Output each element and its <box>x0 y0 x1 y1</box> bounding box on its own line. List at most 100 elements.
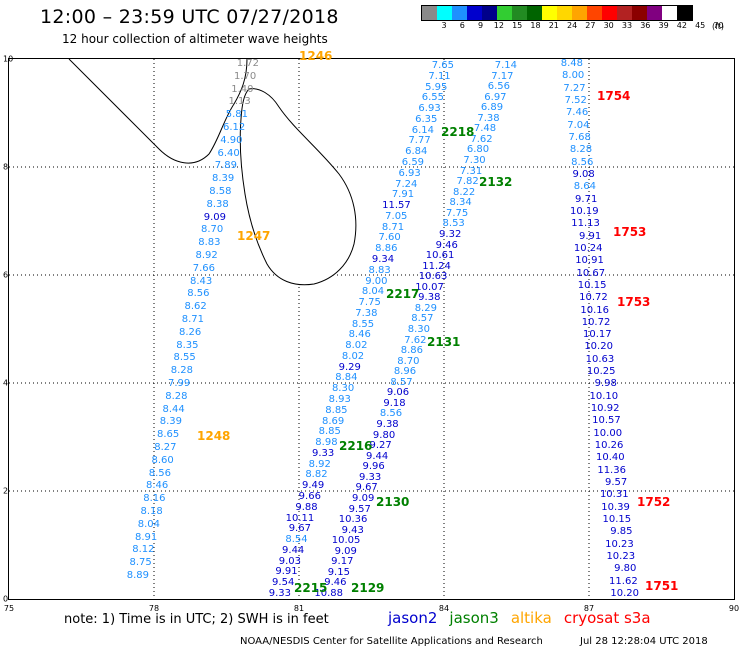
jason3-swh-value: 8.86 <box>375 243 398 255</box>
jason3-swh-value: 8.02 <box>345 340 368 352</box>
jason3-swh-value: 7.75 <box>446 207 469 219</box>
jason3-swh-value: 9.33 <box>268 588 291 599</box>
colorbar-swatch <box>587 6 602 20</box>
altika-swh-value: 8.56 <box>187 288 210 300</box>
cryosat-swh-value: 11.36 <box>597 464 626 476</box>
colorbar-tick-label: 18 <box>530 21 541 30</box>
altika-swh-value: 8.04 <box>137 518 160 530</box>
colorbar-tick-label: 36 <box>640 21 651 30</box>
sri-lanka-coastline <box>239 88 357 286</box>
jason3-swh-value: 9.03 <box>278 555 301 567</box>
altika-swh-value: 9.09 <box>203 211 226 223</box>
legend-item: altika <box>510 609 552 627</box>
colorbar-swatch <box>527 6 542 20</box>
cryosat-swh-value: 7.68 <box>568 131 591 143</box>
altika-swh-value: 8.18 <box>140 506 163 517</box>
altika-swh-value: 7.99 <box>167 378 191 389</box>
altika-swh-value: 8.39 <box>159 416 182 428</box>
cryosat-swh-value: 10.15 <box>577 279 607 291</box>
altika-swh-value: 8.35 <box>176 339 199 351</box>
x-tick-label: 78 <box>148 604 160 613</box>
y-tick-label: 10 <box>3 54 14 64</box>
jason3-swh-value: 6.93 <box>398 167 421 179</box>
y-tick-label: 2 <box>3 486 9 496</box>
cryosat-swh-value: 7.04 <box>567 119 590 131</box>
jason3-swh-value: 11.57 <box>382 200 411 212</box>
cryosat-swh-value: 9.91 <box>578 230 602 242</box>
cryosat-swh-value: 10.57 <box>592 415 621 427</box>
colorbar-swatch <box>467 6 482 20</box>
colorbar-swatch <box>512 6 527 20</box>
jason3-swh-value: 8.34 <box>449 197 472 209</box>
legend-item: jason2 <box>388 609 438 627</box>
cryosat-swh-value: 8.56 <box>571 156 594 168</box>
cryosat-swh-value: 10.92 <box>590 403 620 415</box>
jason3-swh-value: 8.96 <box>393 366 417 378</box>
jason3-swh-value: 6.89 <box>480 102 504 114</box>
jason3-swh-value: 7.38 <box>477 112 500 124</box>
jason3-swh-value: 10.63 <box>418 271 448 283</box>
altika-swh-value: 1.13 <box>228 96 251 108</box>
cryosat-swh-value: 7.27 <box>563 82 586 94</box>
x-tick-label: 87 <box>583 604 595 613</box>
altika-swh-value: 8.43 <box>189 275 213 287</box>
altika-swh-value: 8.70 <box>200 224 224 236</box>
jason3-swh-value: 8.86 <box>400 345 424 357</box>
jason3-swh-value: 9.44 <box>365 450 389 462</box>
altika-swh-value: 8.89 <box>126 570 149 581</box>
jason3-swh-value: 8.22 <box>452 186 476 198</box>
colorbar-tick-label: 24 <box>567 21 578 30</box>
altika-swh-value: 8.65 <box>156 429 180 441</box>
jason3-swh-value: 9.38 <box>376 419 399 431</box>
jason3-swh-value: 9.49 <box>301 480 325 492</box>
jason3-swh-value: 9.33 <box>359 471 382 483</box>
jason3-swh-value: 8.30 <box>331 383 355 395</box>
jason3-swh-value: 6.84 <box>405 146 428 158</box>
jason3-swh-value: 7.38 <box>355 307 378 319</box>
colorbar-swatch <box>677 6 692 20</box>
y-tick-label: 0 <box>3 594 9 604</box>
map-title: 12:00 – 23:59 UTC 07/27/2018 <box>40 6 339 28</box>
jason3-swh-value: 8.54 <box>285 534 308 546</box>
cryosat-swh-value: 10.00 <box>593 427 623 439</box>
jason3-swh-value: 9.44 <box>282 544 305 556</box>
jason3-swh-value: 11.24 <box>422 260 451 272</box>
cryosat-swh-value: 10.67 <box>576 267 606 279</box>
jason3-swh-value: 7.30 <box>463 155 486 167</box>
jason3-swh-value: 7.31 <box>459 165 483 177</box>
altika-swh-value: 8.62 <box>184 301 207 313</box>
jason3-swh-value: 6.14 <box>411 124 435 136</box>
jason3-swh-value: 8.04 <box>361 286 385 298</box>
colorbar-tick-label: 21 <box>548 21 559 30</box>
jason3-swh-value: 9.00 <box>365 275 388 287</box>
colorbar-swatch <box>602 6 617 20</box>
cryosat-swh-value: 10.40 <box>596 452 625 464</box>
cryosat-swh-value: 8.64 <box>573 181 597 193</box>
jason3-swh-value: 9.46 <box>435 239 458 251</box>
legend-item: cryosat s3a <box>563 609 651 627</box>
jason3-swh-value: 7.65 <box>431 60 454 71</box>
satellite-legend: jason2 jason3 altika cryosat s3a <box>388 609 663 627</box>
jason3-pass-time: 2130 <box>376 495 410 509</box>
altika-swh-value: 5.81 <box>225 109 248 121</box>
jason3-swh-value: 9.38 <box>418 292 441 304</box>
jason3-swh-value: 9.67 <box>355 482 378 494</box>
altika-swh-value: 8.46 <box>145 480 169 492</box>
jason3-swh-value: 6.56 <box>487 81 511 93</box>
jason3-swh-value: 8.84 <box>335 372 358 384</box>
cryosat-swh-value: 8.48 <box>560 58 583 69</box>
colorbar-tick-label: 42 <box>676 21 687 30</box>
jason3-swh-value: 8.53 <box>442 218 465 230</box>
cryosat-swh-value: 10.63 <box>585 353 615 365</box>
cryosat-swh-value: 10.10 <box>589 390 619 402</box>
jason3-swh-value: 7.24 <box>395 178 418 190</box>
altika-swh-value: 8.38 <box>206 198 229 210</box>
jason3-pass-time: 2217 <box>386 287 420 301</box>
altika-swh-value: 8.60 <box>151 454 174 466</box>
cryosat-pass-time: 1751 <box>645 579 679 593</box>
jason3-swh-value: 8.02 <box>341 350 365 362</box>
cryosat-swh-value: 10.23 <box>605 538 634 550</box>
altika-swh-value: 8.56 <box>148 467 171 479</box>
jason3-pass-time: 2218 <box>441 125 475 139</box>
colorbar-swatch <box>617 6 632 20</box>
